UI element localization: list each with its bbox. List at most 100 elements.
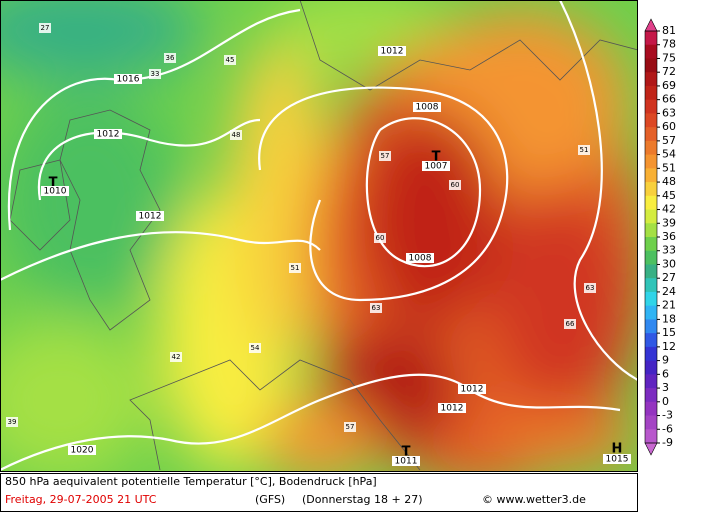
color-band	[645, 223, 657, 238]
colorbar-label: 72	[662, 65, 676, 78]
colorbar-label: -6	[662, 422, 673, 435]
colorbar-label: 45	[662, 189, 676, 202]
color-band	[645, 113, 657, 128]
contour-label: 51	[580, 146, 589, 154]
contour-label: 60	[376, 234, 385, 242]
footer-credit: © www.wetter3.de	[482, 493, 586, 506]
isobar-label: 1011	[395, 457, 418, 467]
colorbar-label: -3	[662, 409, 673, 422]
colorbar-label: 78	[662, 38, 676, 51]
label-box	[584, 283, 596, 293]
colorbar-label: 9	[662, 354, 669, 367]
color-band	[645, 182, 657, 197]
colorbar-label: 27	[662, 271, 676, 284]
colorbar-label: 63	[662, 106, 676, 119]
isobars	[0, 0, 638, 471]
contour-label: 33	[151, 70, 160, 78]
label-box	[6, 417, 18, 427]
label-box	[370, 303, 382, 313]
coastlines	[9, 0, 638, 471]
color-band	[645, 415, 657, 430]
label-box	[68, 445, 96, 455]
color-band	[645, 264, 657, 279]
contour-label: 57	[381, 152, 390, 160]
label-box	[458, 384, 486, 394]
colorbar-label: 0	[662, 395, 669, 408]
color-band	[645, 360, 657, 375]
label-box	[449, 180, 461, 190]
colorbar-label: 36	[662, 230, 676, 243]
contour-label: 60	[451, 181, 460, 189]
color-band	[645, 333, 657, 348]
colorbar-label: 6	[662, 367, 669, 380]
isobar-label: 1012	[381, 47, 404, 57]
isobar-label: 1020	[71, 446, 94, 456]
isobar-label: 1012	[461, 385, 484, 395]
label-box	[344, 422, 356, 432]
contour-label: 36	[166, 54, 175, 62]
label-box	[378, 46, 406, 56]
label-box	[564, 319, 576, 329]
color-band	[645, 168, 657, 183]
colorbar-label: 81	[662, 24, 676, 37]
label-box	[224, 55, 236, 65]
contour-label: 48	[232, 131, 241, 139]
contour-label: 63	[586, 284, 595, 292]
isobar-label: 1012	[97, 130, 120, 140]
colorbar-label: 15	[662, 326, 676, 339]
pressure-center: H	[612, 442, 623, 457]
pressure-center: T	[432, 150, 441, 165]
isobar-label: 1016	[117, 75, 140, 85]
isobar-label: 1010	[44, 187, 67, 197]
label-box	[41, 186, 69, 196]
colorbar-label: 30	[662, 257, 676, 270]
contour-label: 42	[172, 353, 181, 361]
footer-frame	[0, 473, 638, 512]
color-band	[645, 250, 657, 265]
isobar-label: 1012	[139, 212, 162, 222]
colorbar-label: 39	[662, 216, 676, 229]
label-box	[164, 53, 176, 63]
contour-label: 27	[41, 24, 50, 32]
colorbar-label: 69	[662, 79, 676, 92]
color-band	[645, 291, 657, 307]
contour-label: 66	[566, 320, 575, 328]
isobar-label: 1007	[425, 162, 448, 172]
color-band	[645, 401, 657, 417]
label-box	[39, 23, 51, 33]
colorbar-label: 12	[662, 340, 676, 353]
color-band	[645, 237, 657, 252]
label-box	[249, 343, 261, 353]
label-box	[149, 69, 161, 79]
label-box	[136, 211, 164, 221]
color-band	[645, 44, 657, 59]
color-band	[645, 319, 657, 334]
label-box	[114, 74, 142, 84]
map-frame	[0, 0, 638, 472]
label-box	[413, 102, 441, 112]
color-band	[645, 31, 657, 46]
color-band	[645, 305, 657, 320]
label-box	[438, 403, 466, 413]
label-box	[170, 352, 182, 362]
label-box	[422, 161, 450, 171]
color-band	[645, 388, 657, 403]
contour-label: 45	[226, 56, 235, 64]
color-band	[645, 346, 657, 362]
colorbar-label: 57	[662, 134, 676, 147]
label-box	[578, 145, 590, 155]
label-box	[392, 456, 420, 466]
colorbar-label: 3	[662, 381, 669, 394]
pressure-center: T	[49, 176, 58, 191]
footer-title: 850 hPa aequivalent potentielle Temperat…	[5, 475, 377, 488]
isobar-label: 1012	[441, 404, 464, 414]
label-box	[289, 263, 301, 273]
map-field	[0, 0, 638, 472]
label-box	[230, 130, 242, 140]
color-band	[645, 278, 657, 293]
color-band	[645, 154, 657, 169]
color-band	[645, 429, 657, 444]
color-band	[645, 374, 657, 389]
isobar-label: 1008	[409, 254, 432, 264]
